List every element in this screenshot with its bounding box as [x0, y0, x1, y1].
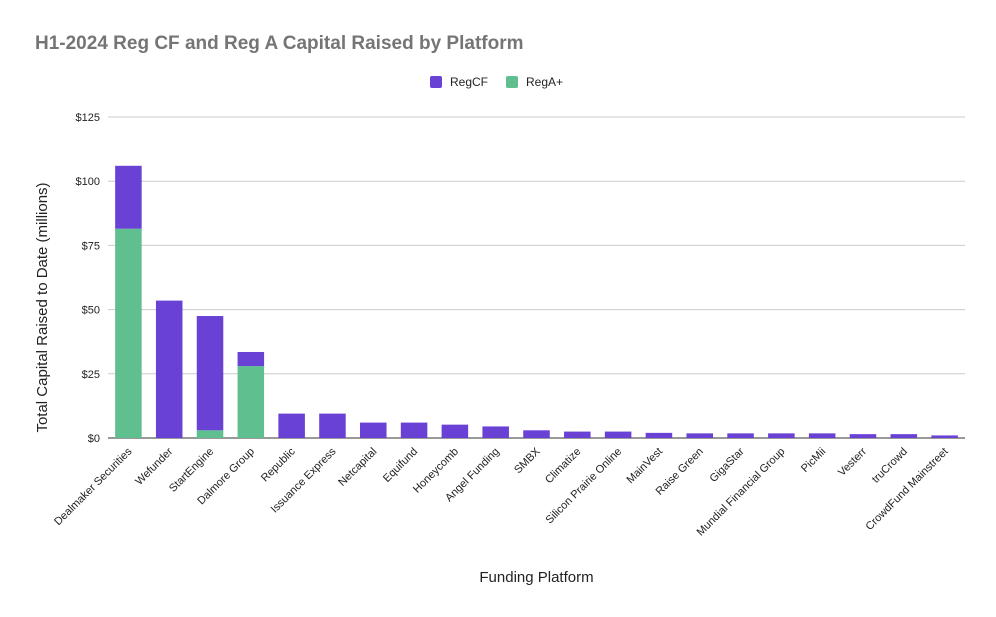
- x-tick-label: GigaStar: [707, 445, 746, 484]
- legend-swatch-rega: [506, 76, 519, 88]
- bar-regcf: [482, 426, 509, 438]
- y-tick-label: $25: [82, 369, 100, 381]
- x-tick-label: truCrowd: [870, 446, 910, 486]
- x-tick-label: Climatize: [543, 446, 583, 486]
- bar-regcf: [931, 435, 958, 438]
- x-tick-label: SMBX: [512, 445, 543, 476]
- bar-regcf: [319, 413, 346, 438]
- bar-regcf: [237, 351, 265, 367]
- y-tick-label: $100: [76, 176, 100, 188]
- bar-regcf: [278, 413, 305, 438]
- bar-regcf: [849, 434, 877, 438]
- x-tick-label: Wefunder: [133, 445, 175, 487]
- y-tick-label: $0: [88, 433, 100, 445]
- x-tick-label: Equifund: [381, 446, 420, 485]
- bar-rega-: [237, 366, 265, 438]
- legend-label-rega: RegA+: [526, 75, 564, 89]
- x-axis-title: Funding Platform: [479, 569, 593, 586]
- x-tick-label: Netcapital: [336, 446, 379, 489]
- bar-rega-: [196, 430, 224, 438]
- bar-regcf: [523, 430, 550, 438]
- bar-regcf: [115, 165, 142, 229]
- x-tick-label: CrowdFund Mainstreet: [864, 446, 951, 533]
- bar-regcf: [727, 433, 754, 438]
- x-tick-label: Dealmaker Securities: [52, 445, 135, 528]
- y-tick-label: $50: [82, 305, 100, 317]
- bar-regcf: [400, 422, 428, 438]
- bar-regcf: [890, 434, 918, 438]
- bar-regcf: [645, 432, 673, 438]
- bar-regcf: [359, 422, 387, 438]
- bar-regcf: [441, 424, 469, 438]
- bar-regcf: [155, 300, 183, 438]
- legend-item-regcf: RegCF: [430, 75, 488, 89]
- bar-regcf: [604, 431, 632, 438]
- legend: RegCF RegA+: [430, 75, 581, 89]
- bar-regcf: [768, 433, 795, 438]
- x-tick-label: Republic: [259, 445, 298, 484]
- bar-regcf: [196, 316, 224, 431]
- legend-label-regcf: RegCF: [450, 75, 489, 89]
- x-tick-label: PicMii: [799, 446, 828, 475]
- y-tick-label: $75: [82, 240, 100, 252]
- bar-regcf: [564, 431, 591, 438]
- bar-regcf: [686, 433, 714, 438]
- y-tick-label: $125: [76, 112, 100, 124]
- x-tick-label: Silicon Prairie Online: [544, 446, 625, 527]
- bar-rega-: [115, 228, 142, 438]
- legend-item-rega: RegA+: [506, 75, 563, 89]
- y-axis-title: Total Capital Raised to Date (millions): [34, 182, 51, 432]
- x-tick-label: MainVest: [625, 446, 665, 486]
- x-tick-label: Vesterr: [836, 445, 869, 478]
- chart-title: H1-2024 Reg CF and Reg A Capital Raised …: [35, 33, 524, 54]
- bar-regcf: [808, 433, 836, 438]
- legend-swatch-regcf: [430, 76, 442, 88]
